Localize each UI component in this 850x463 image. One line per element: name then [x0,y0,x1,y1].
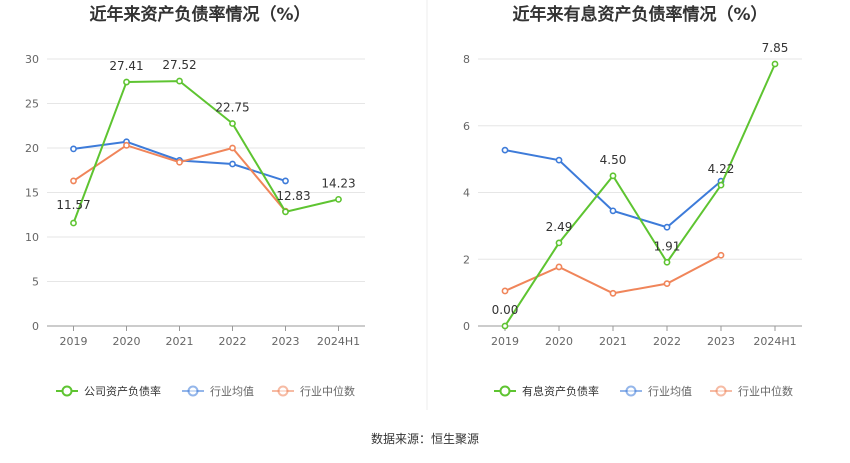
legend-swatch-marker [715,385,727,397]
series-median [501,251,725,297]
chart-title: 近年来有息资产负债率情况（%） [512,4,767,25]
y-tick-label: 4 [463,187,470,200]
data-point [717,251,725,259]
data-point [123,78,130,86]
data-point [282,177,289,185]
legend-item-company[interactable]: 公司资产负债率 [56,384,161,398]
y-tick-label: 0 [32,320,39,333]
source-label: 数据来源：恒生聚源 [371,431,479,446]
x-tick-label: 2024H1 [753,335,796,348]
data-point [70,219,77,227]
y-tick-label: 8 [463,53,470,66]
data-point [609,172,617,180]
data-label: 22.75 [215,101,249,115]
legend-label: 行业均值 [648,385,692,398]
y-tick-label: 20 [25,142,39,155]
data-point [70,145,77,153]
legend-item-median[interactable]: 行业中位数 [272,384,355,398]
y-tick-label: 25 [25,98,39,111]
series-median [70,141,289,215]
legend-swatch-marker [61,385,73,397]
x-tick-label: 2020 [113,335,141,348]
y-tick-label: 2 [463,253,470,266]
data-point [176,158,183,166]
legend-label: 行业中位数 [300,384,355,398]
series-company: 11.57 27.41 27.52 22.75 12.83 14.23 [56,58,356,227]
legend-swatch-marker [187,385,199,397]
legend-swatch-marker [277,385,289,397]
y-tick-label: 10 [25,231,39,244]
series-line [504,63,776,327]
chart-interest-debt-ratio: 近年来有息资产负债率情况（%） 0 2 4 6 8 2019 2020 2021 2022 2023… [463,4,802,398]
legend-item-company[interactable]: 有息资产负债率 [494,384,599,398]
data-point [609,289,617,297]
data-label: 1.91 [654,239,681,253]
y-tick-label: 0 [463,320,470,333]
data-point [229,160,236,168]
data-label: 0.00 [492,303,519,317]
data-label: 4.22 [708,162,735,176]
data-point [663,223,671,231]
legend-item-avg[interactable]: 行业均值 [182,385,254,398]
data-point [335,195,342,203]
y-tick-label: 5 [32,276,39,289]
series-line [72,80,339,224]
data-label: 27.41 [109,59,143,73]
data-label: 12.83 [276,189,310,203]
data-point [555,263,563,271]
data-point [663,258,671,266]
x-tick-label: 2023 [707,335,735,348]
data-point [282,208,289,216]
x-tick-label: 2023 [272,335,300,348]
legend-item-avg[interactable]: 行业均值 [620,385,692,398]
legend-label: 行业中位数 [738,384,793,398]
data-point [176,77,183,85]
series-line [72,144,287,212]
data-point [555,239,563,247]
data-point [501,146,509,154]
data-point [771,60,779,68]
y-tick-label: 30 [25,53,39,66]
x-tick-label: 2020 [545,335,573,348]
data-point [229,120,236,127]
data-point [663,280,671,288]
x-tick-label: 2019 [491,335,519,348]
x-tick-label: 2022 [219,335,247,348]
legend-item-median[interactable]: 行业中位数 [710,384,793,398]
data-point [123,141,130,149]
series-line [504,254,722,295]
x-tick-label: 2022 [653,335,681,348]
x-tick-label: 2021 [166,335,194,348]
data-point [717,181,725,189]
legend-swatch-marker [499,385,511,397]
series-avg [501,146,725,231]
data-label: 14.23 [321,176,355,190]
data-point [229,144,236,152]
data-label: 4.50 [600,153,627,167]
y-tick-label: 15 [25,187,39,200]
legend-swatch-marker [625,385,637,397]
data-point [609,207,617,215]
x-tick-label: 2021 [599,335,627,348]
legend-label: 行业均值 [210,385,254,398]
x-tick-label: 2019 [60,335,88,348]
data-point [555,156,563,164]
legend-label: 公司资产负债率 [84,384,161,398]
y-tick-label: 6 [463,120,470,133]
data-label: 7.85 [762,41,789,55]
legend-label: 有息资产负债率 [522,384,599,398]
data-point [70,177,77,185]
chart-debt-ratio: 近年来资产负债率情况（%） 0 5 10 15 20 25 30 2019 2020 2021 202… [25,4,365,398]
x-tick-label: 2024H1 [317,335,360,348]
chart-title: 近年来资产负债率情况（%） [89,4,310,25]
series-company: 0.00 2.49 4.50 1.91 4.22 7.85 [492,41,789,330]
data-point [501,322,509,330]
data-point [501,287,509,295]
data-label: 2.49 [546,220,573,234]
data-label: 27.52 [162,58,196,72]
data-label: 11.57 [56,198,90,212]
